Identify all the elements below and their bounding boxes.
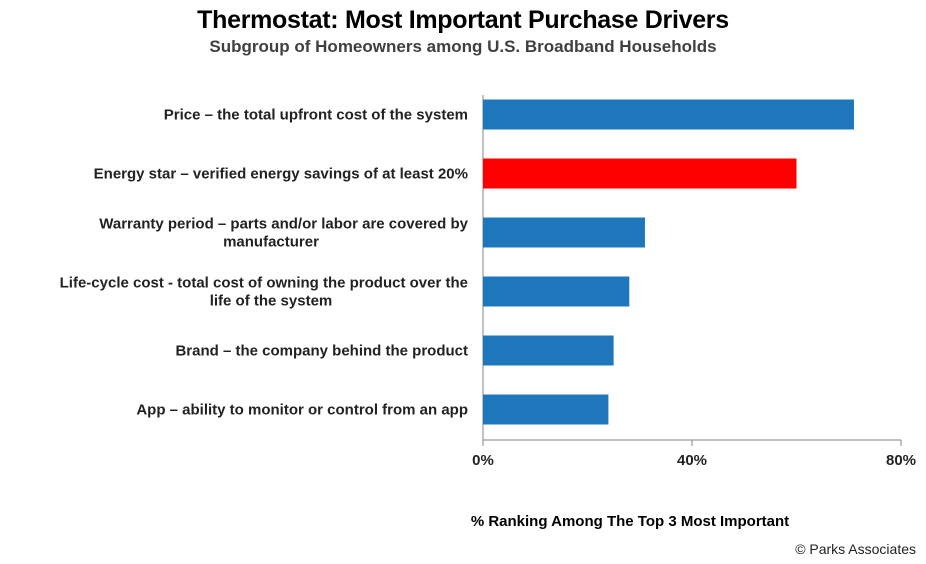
category-label: Brand – the company behind the product <box>175 343 468 360</box>
category-label: manufacturer <box>223 234 319 251</box>
x-tick-label: 80% <box>886 452 916 469</box>
x-axis-label: % Ranking Among The Top 3 Most Important <box>470 513 790 530</box>
copyright-footer: © Parks Associates <box>795 541 916 557</box>
bar <box>483 217 645 248</box>
category-label: Warranty period – parts and/or labor are… <box>99 216 468 233</box>
bar <box>483 335 614 366</box>
bar <box>483 276 630 307</box>
category-label: Energy star – verified energy savings of… <box>94 166 468 183</box>
chart-title: Thermostat: Most Important Purchase Driv… <box>197 6 729 34</box>
bar <box>483 99 854 130</box>
category-label: App – ability to monitor or control from… <box>136 402 468 419</box>
category-label: Price – the total upfront cost of the sy… <box>164 107 468 124</box>
chart-subtitle: Subgroup of Homeowners among U.S. Broadb… <box>209 37 717 56</box>
bar <box>483 158 797 189</box>
x-tick-label: 0% <box>472 452 494 469</box>
category-label: Life-cycle cost - total cost of owning t… <box>60 275 468 292</box>
bar <box>483 394 609 425</box>
category-label: life of the system <box>210 293 333 310</box>
x-tick-label: 40% <box>677 452 707 469</box>
